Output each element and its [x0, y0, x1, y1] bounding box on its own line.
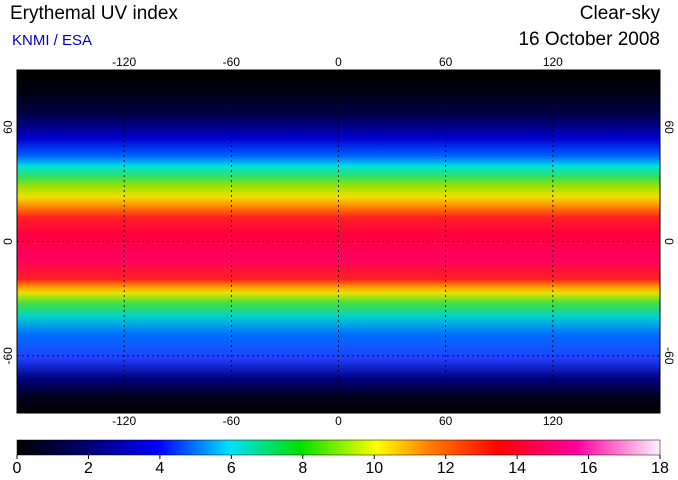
colorbar-tick-label: 14 — [508, 460, 526, 477]
lat-tick-label: -60 — [1, 347, 15, 365]
colorbar-tick-label: 18 — [651, 460, 669, 477]
lon-tick-label: 60 — [439, 55, 453, 69]
lat-tick-label: 60 — [1, 120, 15, 134]
lon-tick-label: 0 — [335, 55, 342, 69]
lon-tick-label: 0 — [335, 414, 342, 428]
colorbar-tick-label: 2 — [84, 460, 93, 477]
colorbar-tick-label: 4 — [155, 460, 164, 477]
colorbar-tick-label: 10 — [365, 460, 383, 477]
lon-tick-label: -60 — [223, 414, 241, 428]
lat-tick-label: 0 — [1, 238, 15, 245]
lon-tick-label: -60 — [223, 55, 241, 69]
map-frame — [16, 69, 661, 414]
lon-tick-label: 120 — [543, 414, 563, 428]
lon-tick-label: -120 — [112, 55, 136, 69]
lat-tick-label: 60 — [662, 120, 676, 134]
colorbar-tick-label: 6 — [227, 460, 236, 477]
condition: Clear-sky — [580, 3, 661, 24]
date: 16 October 2008 — [518, 29, 660, 50]
lon-tick-label: 60 — [439, 414, 453, 428]
title: Erythemal UV index — [10, 3, 178, 24]
lon-tick-label: 120 — [543, 55, 563, 69]
lon-tick-label: -120 — [112, 414, 136, 428]
colorbar-tick-label: 8 — [298, 460, 307, 477]
source: KNMI / ESA — [12, 32, 92, 49]
colorbar-tick-label: 12 — [437, 460, 455, 477]
colorbar — [16, 439, 661, 456]
lat-tick-label: -60 — [662, 347, 676, 365]
lat-tick-label: 0 — [662, 238, 676, 245]
colorbar-tick-label: 16 — [580, 460, 598, 477]
colorbar-tick-label: 0 — [13, 460, 22, 477]
